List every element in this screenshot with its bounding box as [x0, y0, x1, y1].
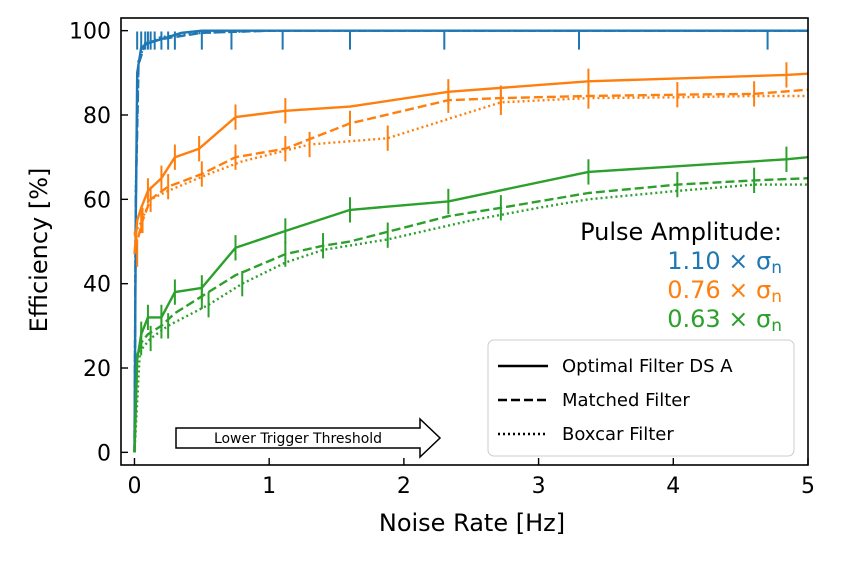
y-tick-label: 80: [83, 104, 111, 129]
x-tick-label: 5: [801, 474, 815, 499]
legend-label: Matched Filter: [562, 390, 690, 411]
amplitude-title: Pulse Amplitude:: [580, 218, 782, 246]
x-tick-label: 2: [397, 474, 411, 499]
x-axis-label: Noise Rate [Hz]: [379, 509, 565, 537]
legend: Optimal Filter DS A Matched Filter Boxcar …: [487, 339, 795, 457]
y-tick-label: 40: [83, 273, 111, 298]
y-tick-label: 20: [83, 357, 111, 382]
x-tick-label: 0: [127, 474, 141, 499]
plot-layer: [133, 29, 808, 453]
legend-entries: Optimal Filter DS A Matched Filter Boxcar …: [498, 356, 733, 445]
series-line-3: [133, 72, 808, 255]
amplitude-entry: 0.76 × σn: [667, 276, 782, 307]
x-tick-label: 4: [666, 474, 680, 499]
ticks-layer: 0 1 2 3 4 5 0 20 40 60 80 100: [69, 20, 815, 499]
y-tick-label: 0: [97, 441, 111, 466]
y-axis-label: Efficiency [%]: [25, 168, 53, 333]
amplitude-entry: 0.63 × σn: [667, 305, 782, 336]
legend-label: Optimal Filter DS A: [562, 356, 733, 377]
x-tick-label: 1: [262, 474, 276, 499]
arrow-label: Lower Trigger Threshold: [214, 431, 382, 447]
arrow-shape: [175, 417, 442, 459]
axes-frame: [120, 17, 809, 466]
series-group: [133, 29, 808, 453]
y-tick-label: 100: [69, 20, 111, 45]
legend-label: Boxcar Filter: [562, 424, 674, 445]
series-line-8: [133, 183, 808, 453]
amplitude-entries: 1.10 × σn0.76 × σn0.63 × σn: [667, 247, 782, 336]
y-tick-label: 60: [83, 188, 111, 213]
legend-box: [487, 339, 795, 457]
series-line-2: [133, 29, 808, 453]
lower-threshold-arrow: Lower Trigger Threshold: [175, 417, 442, 459]
x-tick-label: 3: [532, 474, 546, 499]
amplitude-annotation: Pulse Amplitude: 1.10 × σn0.76 × σn0.63 …: [580, 218, 782, 336]
series-line-6: [133, 156, 808, 453]
amplitude-entry: 1.10 × σn: [667, 247, 782, 278]
